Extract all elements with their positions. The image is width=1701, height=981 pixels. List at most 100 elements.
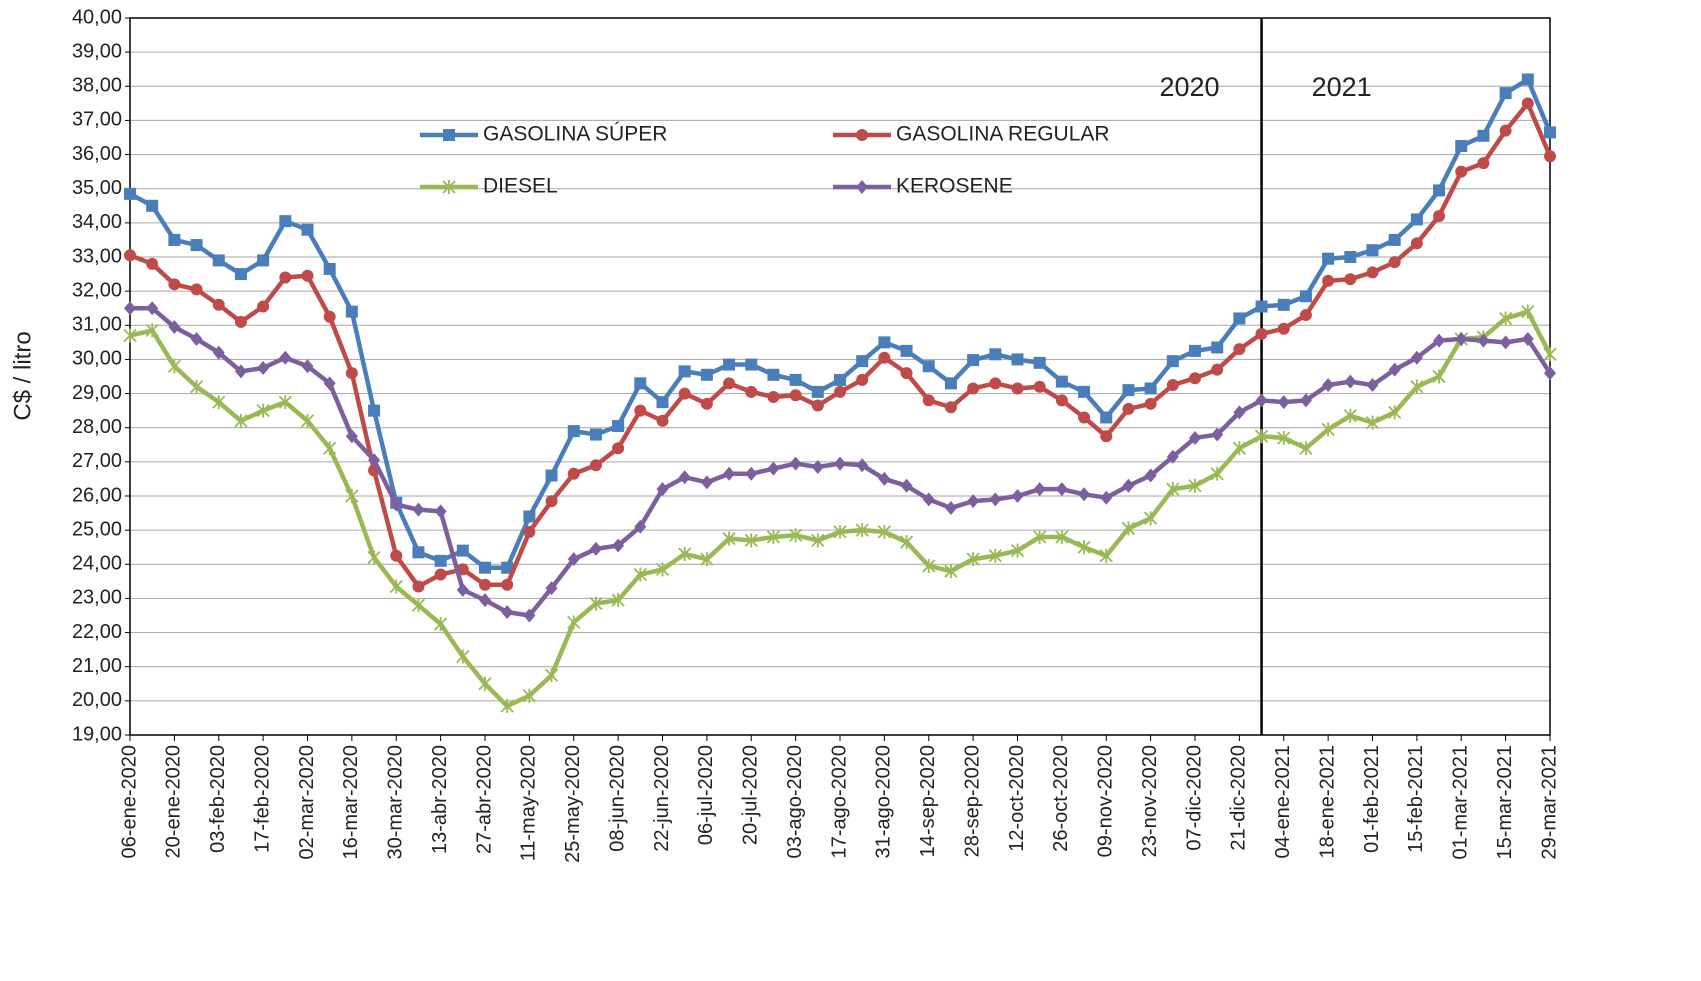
y-tick-label: 23,00 <box>72 587 122 609</box>
marker <box>456 544 469 557</box>
marker <box>389 579 403 594</box>
x-tick-label: 03-feb-2020 <box>207 745 229 853</box>
marker <box>1033 356 1046 369</box>
marker <box>1033 380 1046 393</box>
marker <box>1477 333 1490 348</box>
marker <box>190 283 203 296</box>
marker <box>545 469 558 482</box>
marker <box>345 489 359 503</box>
marker <box>1078 487 1091 502</box>
marker <box>500 698 514 713</box>
marker <box>856 373 869 386</box>
marker <box>456 582 469 597</box>
marker <box>1100 411 1113 424</box>
marker <box>723 377 736 390</box>
marker <box>124 249 136 262</box>
marker <box>190 331 203 346</box>
y-tick-label: 28,00 <box>72 416 122 438</box>
marker <box>433 617 448 632</box>
marker <box>1433 184 1446 197</box>
marker <box>323 262 336 275</box>
marker <box>899 535 914 550</box>
marker <box>1499 87 1512 100</box>
marker <box>1143 511 1158 526</box>
marker <box>367 550 381 565</box>
y-tick-label: 39,00 <box>72 40 122 62</box>
x-tick-label: 11-may-2020 <box>518 745 540 861</box>
x-tick-label: 08-jun-2020 <box>606 745 628 852</box>
marker <box>1211 341 1224 354</box>
x-tick-label: 04-ene-2021 <box>1272 745 1294 858</box>
marker <box>434 554 447 567</box>
marker <box>1255 327 1268 340</box>
marker <box>612 538 625 553</box>
marker <box>1277 298 1290 311</box>
marker <box>1477 157 1490 170</box>
x-tick-label: 15-mar-2021 <box>1494 745 1516 860</box>
marker <box>1410 213 1423 226</box>
marker <box>967 354 980 367</box>
marker <box>700 368 713 381</box>
marker <box>922 394 935 407</box>
marker <box>767 368 780 381</box>
x-tick-label: 06-ene-2020 <box>118 745 140 858</box>
marker <box>1544 126 1556 139</box>
marker <box>1011 382 1024 395</box>
marker <box>789 389 802 402</box>
marker <box>523 608 536 623</box>
marker <box>1410 350 1423 365</box>
x-tick-label: 14-sep-2020 <box>917 745 939 857</box>
y-tick-label: 20,00 <box>72 689 122 711</box>
marker <box>1455 140 1468 153</box>
marker <box>412 580 425 593</box>
marker <box>190 239 203 252</box>
annotation: 2021 <box>1312 72 1372 102</box>
marker <box>989 348 1002 361</box>
marker <box>1455 331 1468 346</box>
marker <box>1433 333 1446 348</box>
marker <box>966 552 980 567</box>
marker <box>1232 441 1247 456</box>
marker <box>1078 411 1091 424</box>
marker <box>1211 427 1224 442</box>
marker <box>168 319 181 334</box>
marker <box>856 458 869 473</box>
marker <box>1299 290 1312 303</box>
marker <box>1011 353 1024 366</box>
marker <box>1455 165 1468 178</box>
marker <box>989 492 1002 507</box>
marker <box>257 254 270 267</box>
marker <box>1322 274 1335 287</box>
marker <box>944 500 957 515</box>
marker <box>1321 422 1335 437</box>
marker <box>1121 521 1136 536</box>
legend-label: KEROSENE <box>896 175 1013 198</box>
legend-label: GASOLINA SÚPER <box>483 123 667 146</box>
marker <box>301 359 314 374</box>
y-tick-label: 32,00 <box>72 279 122 301</box>
marker <box>1477 129 1490 142</box>
y-tick-label: 33,00 <box>72 245 122 267</box>
marker <box>1122 402 1135 415</box>
marker <box>501 561 514 574</box>
marker <box>544 668 559 683</box>
marker <box>989 377 1002 390</box>
legend-label: DIESEL <box>483 175 558 198</box>
marker <box>1078 385 1091 398</box>
marker <box>1189 344 1201 357</box>
x-tick-label: 09-nov-2020 <box>1095 745 1117 857</box>
x-tick-label: 17-feb-2020 <box>251 745 273 853</box>
marker <box>878 336 891 349</box>
marker <box>1210 466 1224 481</box>
marker <box>278 395 292 410</box>
y-tick-label: 29,00 <box>72 382 122 404</box>
marker <box>1432 369 1446 384</box>
marker <box>767 461 780 476</box>
marker <box>545 581 558 596</box>
y-tick-label: 30,00 <box>72 348 122 370</box>
y-tick-label: 26,00 <box>72 484 122 506</box>
marker <box>811 533 825 548</box>
marker <box>1322 378 1335 393</box>
marker <box>1100 430 1113 443</box>
marker <box>1299 393 1312 408</box>
